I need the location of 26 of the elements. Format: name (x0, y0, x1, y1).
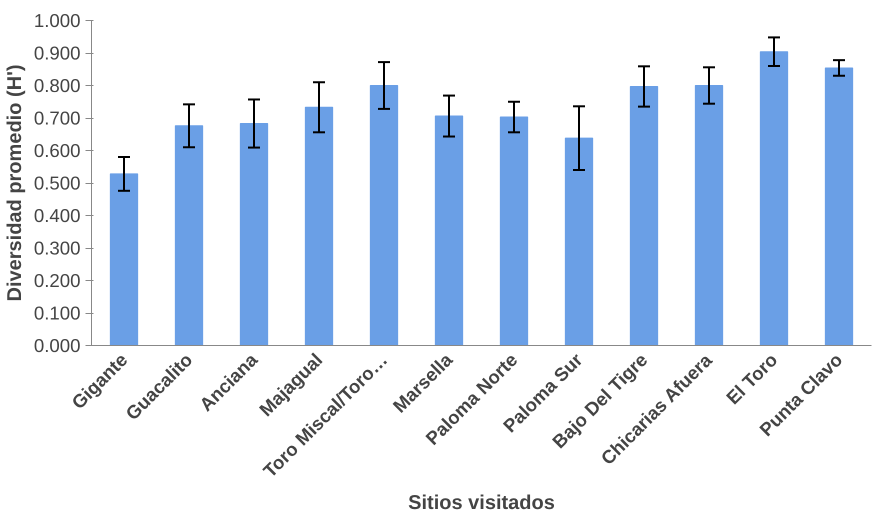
bar (240, 123, 268, 346)
x-tick-label: El Toro (722, 349, 782, 408)
y-tick-label: 0.100 (34, 302, 80, 324)
bar (370, 85, 398, 346)
y-tick-label: 0.900 (34, 42, 80, 64)
y-tick-label: 0.800 (34, 75, 80, 96)
bar (304, 106, 334, 346)
y-tick-label: 0.700 (34, 108, 80, 128)
y-tick-label: 1.000 (34, 10, 80, 31)
y-tick-label: 0.400 (34, 205, 80, 226)
bar (760, 51, 788, 346)
bar (824, 67, 854, 346)
bar (500, 116, 528, 346)
y-tick-label: 0.200 (34, 270, 80, 291)
bar (564, 138, 594, 346)
bar (110, 173, 138, 346)
y-tick-label: 0.600 (34, 140, 80, 161)
bar (694, 85, 724, 346)
y-tick-label: 0.300 (34, 238, 80, 258)
y-tick-label: 0.000 (34, 335, 80, 356)
bar (630, 86, 658, 346)
x-axis-title: Sitios visitados (408, 492, 555, 514)
y-tick-label: 0.500 (34, 172, 80, 194)
bar (434, 116, 464, 346)
bar (174, 125, 204, 346)
y-axis-title: Diversidad promedio (H') (4, 64, 26, 302)
